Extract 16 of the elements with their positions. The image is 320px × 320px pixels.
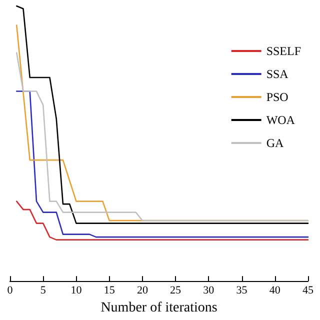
legend-label: PSO xyxy=(266,90,289,104)
x-tick-label: 25 xyxy=(170,284,182,297)
x-tick-label: 40 xyxy=(269,284,281,297)
legend-label: SSA xyxy=(266,67,289,81)
x-tick-label: 5 xyxy=(40,284,46,297)
x-tick-label: 20 xyxy=(136,284,148,297)
x-tick-label: 0 xyxy=(7,284,14,297)
x-tick-label: 15 xyxy=(104,284,116,297)
x-axis-title: Number of iterations xyxy=(100,300,218,316)
x-tick-label: 35 xyxy=(236,284,248,297)
x-tick-label: 10 xyxy=(70,284,82,297)
legend-label: GA xyxy=(266,136,284,150)
x-tick-label: 30 xyxy=(203,284,215,297)
legend-label: SSELF xyxy=(266,44,302,58)
legend-label: WOA xyxy=(266,113,296,127)
x-tick-label: 45 xyxy=(302,284,314,297)
